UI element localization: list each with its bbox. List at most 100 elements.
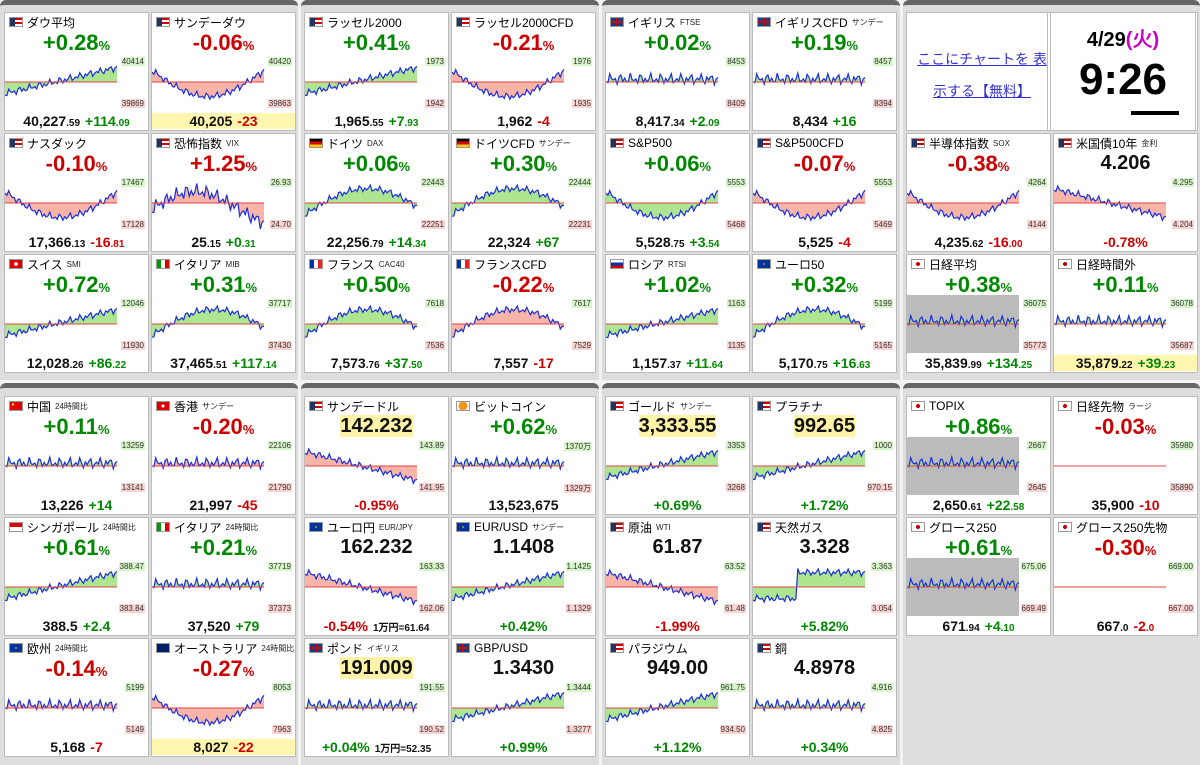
market-tile[interactable]: 日経平均 +0.38% 36075 35773 35,839.99 +134.25 — [906, 254, 1051, 373]
percent-change: +1.72% — [800, 497, 849, 513]
market-tile[interactable]: スイス SMI +0.72% 12046 11930 12,028.26 +86.22 — [4, 254, 149, 373]
tile-name: スイス — [27, 257, 63, 272]
market-tile[interactable]: S&P500CFD -0.07% 5553 5469 5,525 -4 — [752, 133, 897, 252]
market-tile[interactable]: フランスCFD -0.22% 7617 7529 7,557 -17 — [451, 254, 596, 373]
market-tile[interactable]: ユーロ50 +0.32% 5199 5165 5,170.75 +16.63 — [752, 254, 897, 373]
point-change: +16 — [832, 113, 857, 129]
market-tile[interactable]: ナスダック -0.10% 17467 17128 17,366.13 -16.81 — [4, 133, 149, 252]
market-tile[interactable]: ドイツ DAX +0.06% 22443 22251 22,256.79 +14.34 — [304, 133, 449, 252]
percent-change: -0.06% — [192, 30, 255, 55]
market-tile[interactable]: サンデーダウ -0.06% 40420 39863 40,205 -23 — [151, 12, 296, 131]
market-tile[interactable]: ロシア RTSI +1.02% 1163 1135 1,157.37 +11.64 — [605, 254, 750, 373]
market-tile[interactable]: 原油 WTI 61.87 63.52 61.48 -1.99% — [605, 517, 750, 636]
price-chart — [753, 696, 866, 714]
market-tile[interactable]: グロース250先物 -0.30% 669.00 667.00 667.0 -2.0 — [1053, 517, 1198, 636]
tile-header: パラジウム — [606, 639, 749, 657]
market-tile[interactable]: ビットコイン +0.62% 1370万 1329万 13,523,675 — [451, 396, 596, 515]
chart-ad-link[interactable]: ここにチャートを 表示する【無料】 — [917, 51, 1047, 99]
chart-high-label: 1163 — [726, 299, 746, 308]
market-tile[interactable]: サンデードル 142.232 143.89 141.95 -0.95% — [304, 396, 449, 515]
market-tile[interactable]: GBP/USD 1.3430 1.3444 1.3277 +0.99% — [451, 638, 596, 757]
flag-icon — [156, 522, 170, 532]
tile-footer: 1,965.55 +7.93 — [305, 113, 448, 129]
chart-high-label: 5199 — [873, 299, 893, 308]
price-value: 1.1408 — [492, 536, 555, 558]
point-change: +3.54 — [689, 234, 720, 250]
chart-high-label: 1.1425 — [565, 562, 592, 571]
market-tile[interactable]: 香港 サンデー -0.20% 22106 21790 21,997 -45 — [151, 396, 296, 515]
market-tile[interactable]: ダウ平均 +0.28% 40414 39869 40,227.59 +114.09 — [4, 12, 149, 131]
market-tile[interactable]: シンガポール 24時間比 +0.61% 388.47 383.84 388.5 +2.4 — [4, 517, 149, 636]
price-chart — [907, 188, 1020, 222]
market-tile[interactable]: 米国債10年 金利 4.206 4.295 4.204 -0.78% — [1053, 133, 1198, 252]
flag-icon — [911, 259, 925, 269]
market-tile[interactable]: ラッセル2000 +0.41% 1973 1942 1,965.55 +7.93 — [304, 12, 449, 131]
tile-name: オーストラリア — [174, 641, 258, 656]
market-tile[interactable]: グロース250 +0.61% 675.06 669.49 671.94 +4.10 — [906, 517, 1051, 636]
price-chart — [152, 693, 265, 727]
price-chart — [5, 307, 118, 339]
tile-header: ダウ平均 — [5, 13, 148, 31]
point-change: +114.09 — [85, 113, 130, 129]
chart-high-label: 1.3444 — [565, 683, 592, 692]
chart-low-label: 13141 — [120, 483, 145, 492]
market-tile[interactable]: オーストラリア 24時間比 -0.27% 8053 7963 8,027 -22 — [151, 638, 296, 757]
percent-change: +0.30% — [489, 151, 558, 176]
market-tile[interactable]: S&P500 +0.06% 5553 5468 5,528.75 +3.54 — [605, 133, 750, 252]
chart-low-label: 39863 — [267, 99, 292, 108]
tile-subname: 金利 — [1141, 138, 1158, 148]
percent-change: +0.38% — [944, 272, 1013, 297]
tile-name: 日経先物 — [1076, 399, 1125, 414]
market-tile[interactable]: ゴールド サンデー 3,333.55 3353 3268 +0.69% — [605, 396, 750, 515]
point-change: -10 — [1139, 497, 1160, 513]
market-tile[interactable]: イタリア 24時間比 +0.21% 37719 37373 37,520 +79 — [151, 517, 296, 636]
tile-header: 天然ガス — [753, 518, 896, 536]
market-tile[interactable]: パラジウム 949.00 961.75 934.50 +1.12% — [605, 638, 750, 757]
price-chart — [305, 183, 418, 217]
tile-footer: +0.04% 1万円=52.35 — [305, 739, 448, 755]
tile-header: グロース250先物 — [1054, 518, 1197, 536]
market-tile[interactable]: 欧州 24時間比 -0.14% 5199 5149 5,168 -7 — [4, 638, 149, 757]
chart-low-label: 1942 — [425, 99, 445, 108]
point-change: +16.63 — [832, 355, 871, 371]
market-tile[interactable]: 中国 24時間比 +0.11% 13259 13141 13,226 +14 — [4, 396, 149, 515]
market-tile[interactable]: 天然ガス 3.328 3.363 3.054 +5.82% — [752, 517, 897, 636]
point-change: +7.93 — [388, 113, 419, 129]
market-tile[interactable]: 日経先物 ラージ -0.03% 35980 35890 35,900 -10 — [1053, 396, 1198, 515]
market-tile[interactable]: ポンド イギリス 191.009 191.55 190.52 +0.04% 1万円=52.3… — [304, 638, 449, 757]
tile-header: 銅 — [753, 639, 896, 657]
tile-name: 日経平均 — [929, 257, 978, 272]
tile-footer: 388.5 +2.4 — [5, 618, 148, 634]
price-value: 1,965.55 — [334, 113, 384, 129]
market-tile[interactable]: イギリスCFD サンデー +0.19% 8457 8394 8,434 +16 — [752, 12, 897, 131]
market-tile[interactable]: イギリス FTSE +0.02% 8453 8409 8,417.34 +2.09 — [605, 12, 750, 131]
price-chart — [753, 70, 866, 88]
market-tile[interactable]: TOPIX +0.86% 2667 2645 2,650.61 +22.58 — [906, 396, 1051, 515]
market-tile[interactable]: 恐怖指数 VIX +1.25% 26.93 24.70 25.15 +0.31 — [151, 133, 296, 252]
percent-change: -0.10% — [45, 151, 108, 176]
market-tile[interactable]: イタリア MIB +0.31% 37717 37430 37,465.51 +117.14 — [151, 254, 296, 373]
market-tile[interactable]: プラチナ 992.65 1000 970.15 +1.72% — [752, 396, 897, 515]
price-chart — [5, 454, 118, 472]
chart-low-label: 5149 — [125, 725, 145, 734]
tile-name: ビットコイン — [474, 399, 547, 414]
tile-footer: 35,839.99 +134.25 — [907, 355, 1050, 371]
flag-icon — [9, 401, 23, 411]
market-tile[interactable]: 日経時間外 +0.11% 36078 35687 35,879.22 +39.23 — [1053, 254, 1198, 373]
market-tile[interactable]: フランス CAC40 +0.50% 7618 7536 7,573.76 +37.50 — [304, 254, 449, 373]
market-tile[interactable]: ドイツCFD サンデー +0.30% 22444 22231 22,324 +67 — [451, 133, 596, 252]
market-tile[interactable]: 半導体指数 SOX -0.38% 4264 4144 4,235.62 -16.00 — [906, 133, 1051, 252]
point-change: -16.81 — [90, 234, 125, 250]
chart-low-label: 4.204 — [1171, 220, 1194, 229]
tile-header: プラチナ — [753, 397, 896, 415]
tile-footer: 2,650.61 +22.58 — [907, 497, 1050, 513]
market-tile[interactable]: 銅 4.8978 4.916 4.825 +0.34% — [752, 638, 897, 757]
market-tile[interactable]: ユーロ円 EUR/JPY 162.232 163.33 162.06 -0.54% 1万円=… — [304, 517, 449, 636]
market-tile[interactable]: ラッセル2000CFD -0.21% 1976 1935 1,962 -4 — [451, 12, 596, 131]
flag-icon — [456, 17, 470, 27]
market-tile[interactable]: EUR/USD サンデー 1.1408 1.1425 1.1329 +0.42% — [451, 517, 596, 636]
point-change: -45 — [237, 497, 258, 513]
tile-subname: VIX — [226, 138, 239, 148]
price-chart — [606, 70, 719, 88]
chart-low-label: 1935 — [572, 99, 592, 108]
